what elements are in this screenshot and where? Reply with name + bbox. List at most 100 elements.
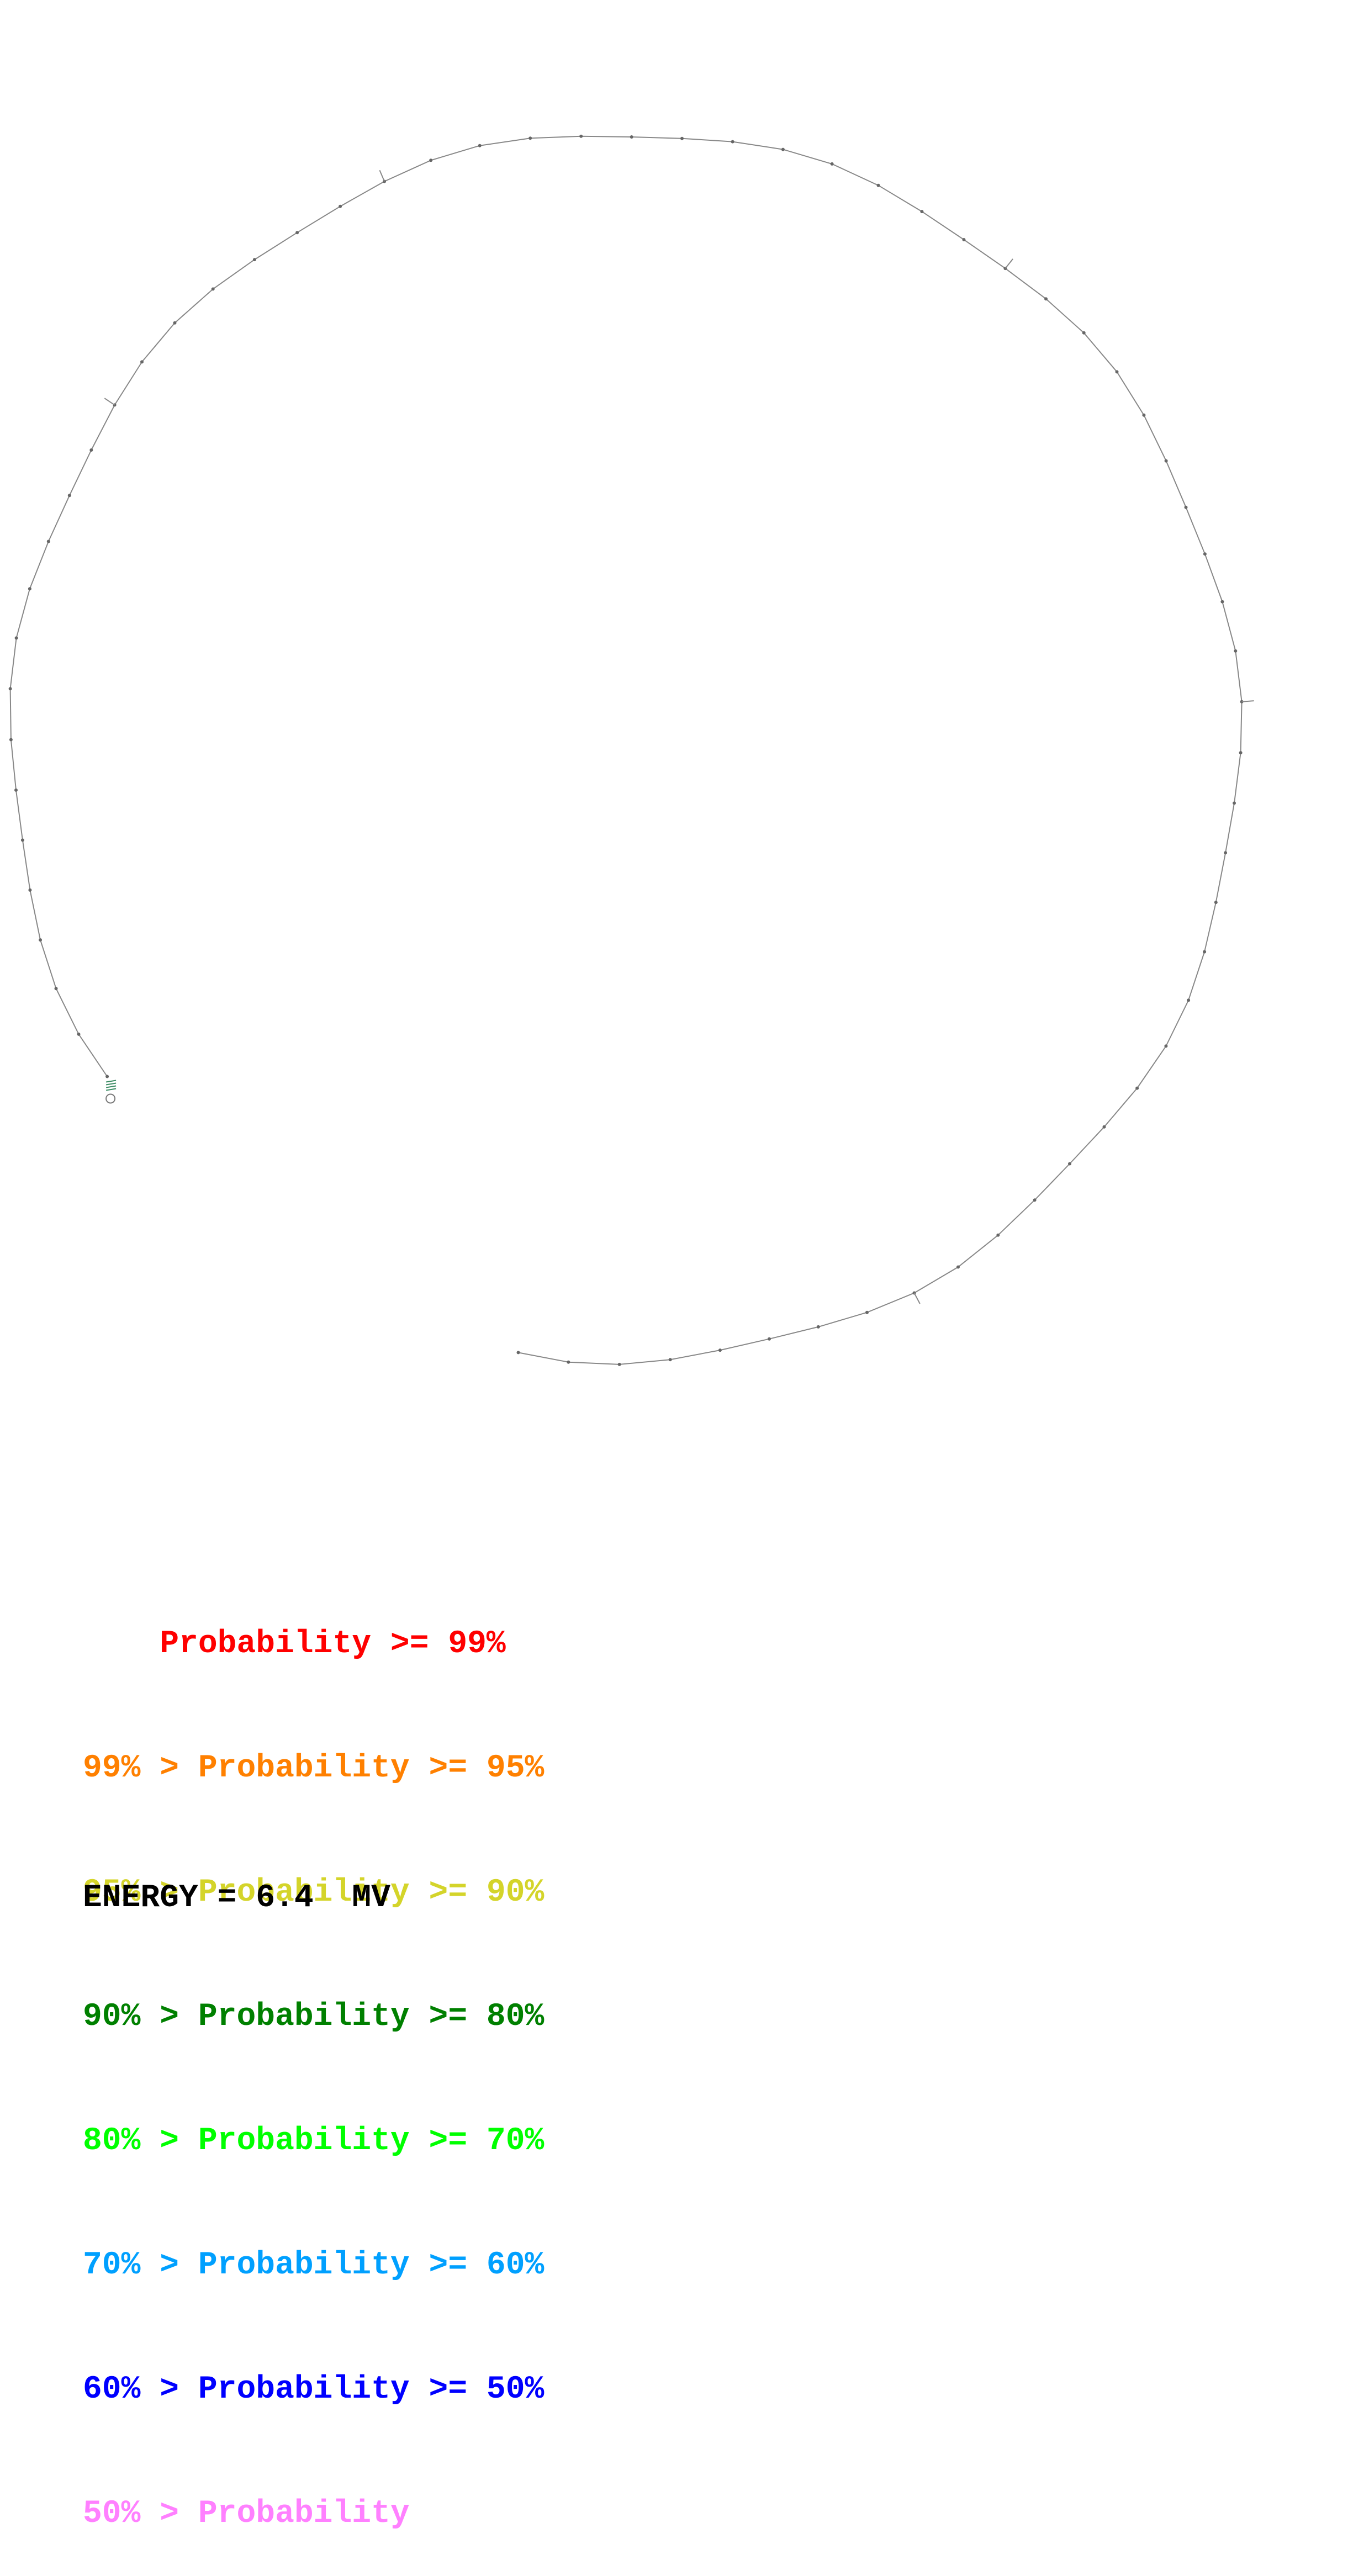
branch-tick [1241,700,1254,702]
legend-text: Probability [198,2496,410,2532]
nucleotide-node [1082,331,1086,335]
legend-line-90: 95% > Probability >= 90% [83,1872,544,1913]
energy-label: ENERGY = 6.4 MV [83,1880,390,1916]
nucleotide-node [630,135,633,139]
legend-text: Probability >= 90% [198,1875,545,1911]
nucleotide-node [956,1265,960,1269]
nucleotide-node [1184,505,1188,509]
nucleotide-node [1164,1044,1168,1048]
stem-base-pair [105,1088,117,1091]
nucleotide-node [28,888,32,892]
legend-prefix: 50% > [83,2496,198,2532]
nucleotide-node [1239,751,1243,755]
nucleotide-node [528,136,532,140]
legend-line-99: Probability >= 99% [83,1623,544,1665]
legend-line-70: 80% > Probability >= 70% [83,2120,544,2162]
stem-base-pair [105,1082,117,1086]
nucleotide-node [731,140,734,144]
nucleotide-node [1068,1162,1071,1166]
nucleotide-node [89,448,93,452]
nucleotide-node [1102,1125,1106,1129]
nucleotide-node [20,838,24,842]
legend-text: Probability >= 70% [198,2123,545,2159]
nucleotide-node [1135,1086,1139,1090]
nucleotide-node [516,1351,520,1355]
stem-base-pair [105,1080,117,1083]
legend-prefix: 80% > [83,2123,198,2159]
nucleotide-node [1220,600,1224,604]
nucleotide-node [295,231,299,235]
nucleotide-node [567,1360,570,1364]
nucleotide-node [1164,459,1168,463]
legend-text: Probability >= 60% [198,2247,545,2283]
backbone [8,134,1244,1366]
branch-tick [104,398,115,406]
nucleotide-node [830,162,834,166]
nucleotide-node [962,238,966,241]
nucleotide-node [1214,901,1218,904]
nucleotide-node [14,636,18,640]
nucleotide-node [339,204,342,208]
nucleotide-node [876,183,880,187]
nucleotide-node [429,158,433,162]
branch-tick [379,170,385,182]
nucleotide-node [9,738,13,742]
nucleotide-node [28,587,31,591]
nucleotide-node [8,687,12,691]
nucleotide-node [617,1362,621,1366]
nucleotide-node [1234,649,1238,653]
nucleotide-node [39,938,42,942]
stem-base-pair [105,1085,117,1088]
nucleotide-node [77,1032,81,1036]
hairpin-stem [105,1080,117,1104]
nucleotide-node [1187,998,1191,1002]
nucleotide-node [680,136,684,140]
legend-prefix: 60% > [83,2372,198,2408]
legend-line-60: 70% > Probability >= 60% [83,2245,544,2286]
nucleotide-node [816,1325,820,1329]
legend-text: Probability >= 99% [160,1626,506,1662]
nucleotide-node [996,1233,1000,1237]
legend-prefix: 70% > [83,2247,198,2283]
legend-prefix: 99% > [83,1750,198,1786]
nucleotide-node [252,258,256,262]
branch-ticks [104,170,1254,1304]
nucleotide-node [1033,1198,1037,1202]
legend-prefix: 95% > [83,1875,198,1911]
nucleotide-node [1142,413,1146,417]
nucleotide-node [173,321,177,325]
backbone-line [9,135,1243,1365]
nucleotide-node [14,788,18,792]
legend-prefix: 90% > [83,1999,198,2035]
legend-text: Probability >= 95% [198,1750,545,1786]
nucleotide-node [865,1310,869,1314]
nucleotide-node [668,1358,672,1362]
legend-prefix [83,1626,160,1662]
legend-line-95: 99% > Probability >= 95% [83,1748,544,1789]
hairpin-loop [105,1093,116,1104]
nucleotide-node [1044,297,1048,301]
nucleotide-node [140,360,144,364]
legend-line-50: 60% > Probability >= 50% [83,2369,544,2410]
nucleotide-node [478,144,482,147]
nucleotide-node [781,147,785,151]
probability-legend: Probability >= 99% 99% > Probability >= … [83,1541,544,2576]
nucleotide-node [54,987,58,991]
nucleotide-node [1233,801,1236,805]
nucleotide-node [1224,851,1228,855]
branch-tick [1005,258,1013,269]
nucleotide-node [579,134,583,138]
nucleotide-node [46,539,50,543]
nucleotide-node [768,1337,771,1341]
nucleotide-node [105,1075,109,1078]
nucleotide-node [1203,950,1207,954]
structure-diagram [8,134,1254,1366]
nucleotide-node [1115,370,1119,374]
nucleotide-node [1203,552,1207,556]
nucleotide-node [920,210,924,214]
nucleotide-node [718,1348,722,1352]
branch-tick [913,1293,921,1304]
nucleotide-node [211,287,215,291]
legend-text: Probability >= 80% [198,1999,545,2035]
nucleotide-node [67,494,71,498]
